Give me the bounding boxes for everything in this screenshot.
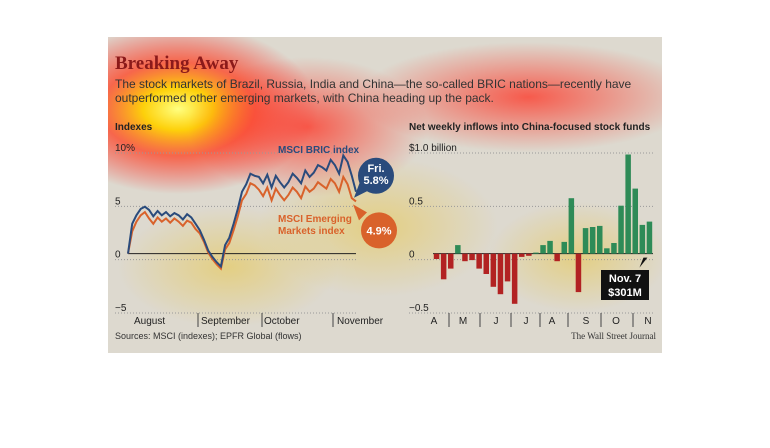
chart-subtitle: The stock markets of Brazil, Russia, Ind… xyxy=(115,77,632,105)
inflow-bar xyxy=(483,253,489,274)
inflow-bar xyxy=(540,245,546,254)
left-x-tick: September xyxy=(201,316,251,327)
annotation-value: $301M xyxy=(608,287,642,299)
inflow-bar xyxy=(469,253,475,261)
emerging-series-label-2: Markets index xyxy=(278,226,345,237)
inflow-bar xyxy=(533,252,539,254)
right-y-tick: $1.0 billion xyxy=(409,143,457,154)
left-y-tick: −5 xyxy=(115,303,127,314)
series-line-emerging xyxy=(127,174,357,271)
emerging-series-label-1: MSCI Emerging xyxy=(278,214,352,225)
right-x-tick: M xyxy=(459,316,467,327)
inflow-bar xyxy=(632,188,638,254)
annotation-label: Nov. 7 xyxy=(609,273,641,285)
right-y-tick: −0.5 xyxy=(409,303,429,314)
right-x-tick: S xyxy=(583,316,590,327)
bric-badge-pointer xyxy=(354,181,370,198)
chart-title: Breaking Away xyxy=(115,53,239,74)
right-y-tick: 0.5 xyxy=(409,196,423,207)
series-line-bric xyxy=(127,153,357,269)
inflow-bar xyxy=(519,253,525,257)
inflow-bar xyxy=(547,240,553,254)
bric-series-label: MSCI BRIC index xyxy=(278,145,360,156)
credit-note: The Wall Street Journal xyxy=(571,331,656,341)
inflow-bar xyxy=(504,253,511,282)
inflow-bar xyxy=(568,198,575,254)
emerging-badge-pointer xyxy=(353,204,367,221)
annotation-box xyxy=(601,270,649,300)
inflows-chart: Net weekly inflows into China-focused st… xyxy=(409,122,653,327)
inflow-bar xyxy=(618,205,624,254)
inflow-bar xyxy=(511,253,518,304)
inflow-bar xyxy=(646,221,653,254)
right-x-tick: O xyxy=(612,316,620,327)
bric-end-label: Fri. xyxy=(367,163,384,175)
emerging-end-badge xyxy=(361,212,397,249)
inflow-bar xyxy=(455,245,461,254)
left-y-tick: 0 xyxy=(115,250,121,261)
bric-end-badge xyxy=(358,157,394,194)
annotation-pointer xyxy=(639,257,648,268)
right-x-tick: N xyxy=(644,316,651,327)
indexes-chart: Indexes 10% 5 0 −5 August September October Nove… xyxy=(115,122,397,327)
left-x-tick: August xyxy=(134,316,165,327)
inflow-bar xyxy=(611,243,617,254)
inflow-bar xyxy=(554,253,560,262)
emerging-end-value: 4.9% xyxy=(366,225,391,237)
left-chart-title: Indexes xyxy=(115,122,153,133)
inflow-bar xyxy=(440,253,447,280)
inflow-bar xyxy=(462,253,468,262)
right-x-tick: J xyxy=(494,316,499,327)
bric-end-value: 5.8% xyxy=(363,175,388,187)
inflow-bar xyxy=(582,228,589,254)
inflow-bar xyxy=(597,225,603,254)
inflow-bar xyxy=(561,241,567,254)
inflow-bar xyxy=(575,253,582,293)
left-x-tick: November xyxy=(337,316,384,327)
inflow-bar xyxy=(639,224,646,254)
left-x-tick: October xyxy=(264,316,300,327)
inflow-bar xyxy=(497,253,504,295)
inflow-bar xyxy=(625,154,631,254)
right-x-tick: J xyxy=(524,316,529,327)
left-y-tick: 5 xyxy=(115,196,121,207)
right-x-tick: A xyxy=(549,316,556,327)
inflow-bar xyxy=(526,253,532,256)
sources-note: Sources: MSCI (indexes); EPFR Global (fl… xyxy=(115,331,302,341)
right-x-tick: A xyxy=(431,316,438,327)
right-y-tick: 0 xyxy=(409,250,415,261)
left-y-tick: 10% xyxy=(115,143,135,154)
inflow-bar xyxy=(448,253,454,269)
inflow-bar xyxy=(433,253,440,259)
inflow-bar xyxy=(589,227,596,254)
inflow-bar xyxy=(476,253,482,269)
inflow-bar xyxy=(604,248,610,254)
right-chart-title: Net weekly inflows into China-focused st… xyxy=(409,122,651,133)
inflow-bar xyxy=(490,253,497,287)
chart-panel: Breaking Away The stock markets of Brazi… xyxy=(108,37,662,353)
